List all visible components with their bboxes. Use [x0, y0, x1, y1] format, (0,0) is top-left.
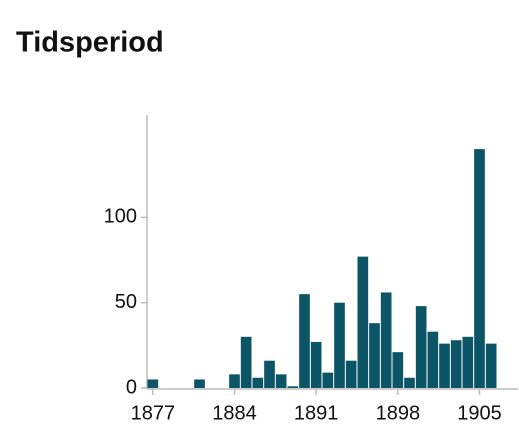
chart-title: Tidsperiod [16, 27, 164, 59]
bar [474, 149, 485, 388]
bar [369, 323, 380, 388]
bar [345, 360, 357, 388]
bar [275, 374, 287, 388]
x-tick-label: 1877 [131, 402, 176, 424]
bar [392, 352, 404, 388]
bar [229, 374, 240, 388]
x-tick-label: 1905 [457, 402, 502, 424]
y-tick-label: 0 [126, 376, 137, 398]
x-tick-label: 1898 [376, 402, 421, 424]
bar [415, 306, 427, 388]
bar [322, 372, 334, 388]
bar [357, 256, 369, 388]
x-tick-label: 1891 [294, 402, 339, 424]
bar [287, 386, 299, 388]
bar [404, 377, 415, 388]
bar [252, 377, 264, 388]
bar [310, 341, 322, 388]
bar [380, 292, 392, 388]
y-tick-label: 100 [104, 206, 137, 228]
bar [439, 343, 450, 388]
x-tick-label: 1884 [212, 402, 257, 424]
bar [450, 340, 462, 388]
bar [240, 336, 252, 388]
bar [462, 336, 474, 388]
y-tick-label: 50 [115, 291, 137, 313]
bar [147, 379, 159, 388]
bar [194, 379, 205, 388]
bar [485, 343, 497, 388]
bar [264, 360, 275, 388]
bar [334, 302, 345, 388]
bar [299, 294, 310, 388]
bar [427, 331, 439, 388]
